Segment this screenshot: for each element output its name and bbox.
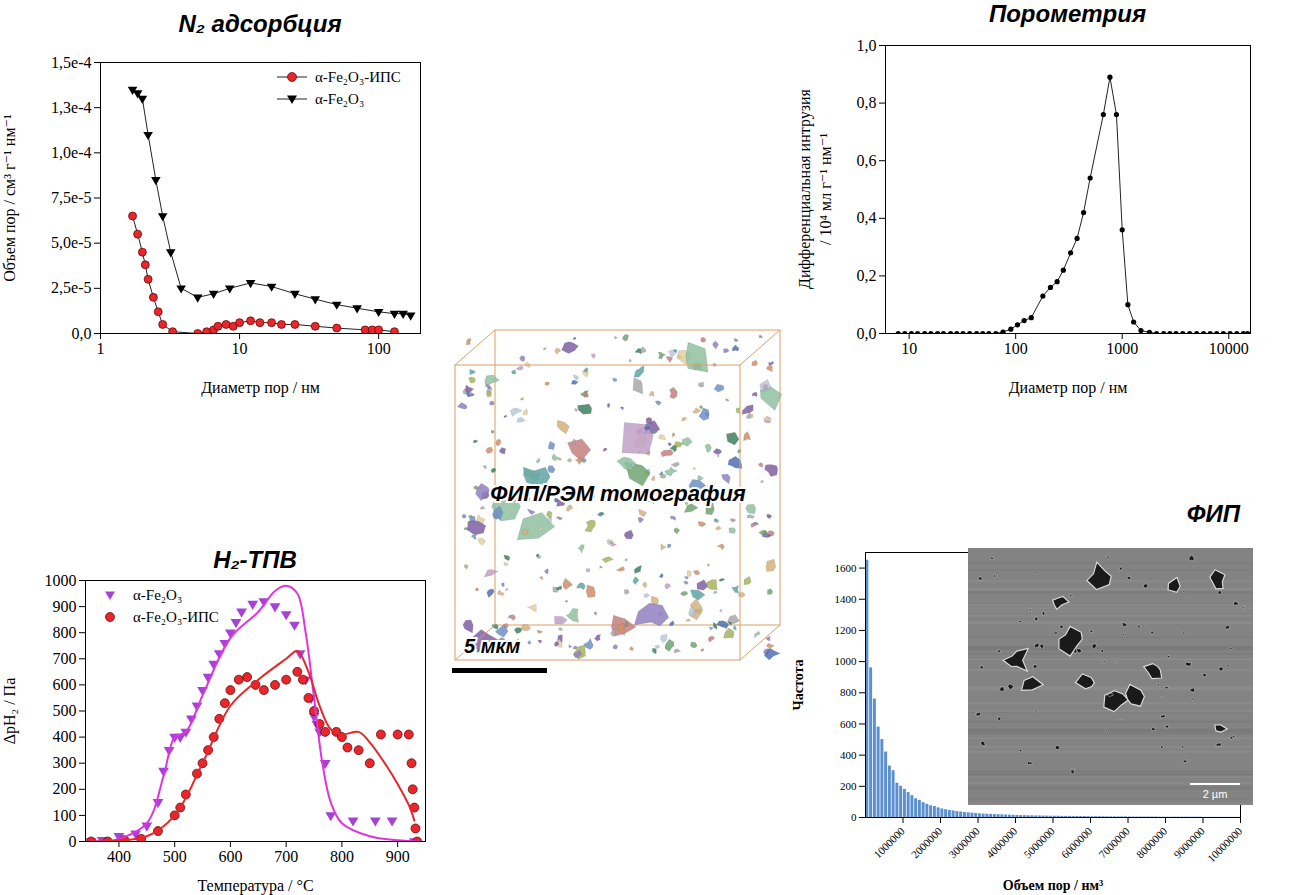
svg-text:0: 0 xyxy=(69,833,77,850)
svg-text:1,0e-4: 1,0e-4 xyxy=(51,144,91,161)
svg-text:Температура / °C: Температура / °C xyxy=(197,877,313,895)
svg-text:1000: 1000 xyxy=(1106,340,1138,357)
svg-text:1,3e-4: 1,3e-4 xyxy=(51,99,91,116)
svg-text:600: 600 xyxy=(53,676,77,693)
svg-text:700: 700 xyxy=(274,848,298,865)
svg-text:400: 400 xyxy=(840,749,857,761)
svg-text:800: 800 xyxy=(840,686,857,698)
svg-text:10000: 10000 xyxy=(1209,340,1249,357)
svg-text:500: 500 xyxy=(163,848,187,865)
svg-text:/ 10⁴ мл г⁻¹ нм⁻¹: / 10⁴ мл г⁻¹ нм⁻¹ xyxy=(817,133,834,245)
svg-text:4000000: 4000000 xyxy=(984,824,1020,860)
svg-text:7000000: 7000000 xyxy=(1096,824,1132,860)
html-text:α-Fe₂O₃: α-Fe₂O₃ xyxy=(133,586,183,603)
svg-text:5,0e-5: 5,0e-5 xyxy=(51,234,91,251)
svg-text:600: 600 xyxy=(218,848,242,865)
svg-text:800: 800 xyxy=(330,848,354,865)
svg-text:ΔpH₂ / Па: ΔpH₂ / Па xyxy=(1,678,19,745)
html-text:α-Fe₂O₃-ИПС: α-Fe₂O₃-ИПС xyxy=(315,68,401,85)
svg-text:1000: 1000 xyxy=(835,655,858,667)
svg-text:1000000: 1000000 xyxy=(871,824,907,860)
svg-text:1600: 1600 xyxy=(835,562,858,574)
svg-text:400: 400 xyxy=(53,728,77,745)
svg-text:1400: 1400 xyxy=(835,593,858,605)
svg-text:9000000: 9000000 xyxy=(1171,824,1207,860)
svg-text:0,0: 0,0 xyxy=(857,325,877,342)
svg-text:6000000: 6000000 xyxy=(1059,824,1095,860)
svg-text:2 µm: 2 µm xyxy=(1203,788,1228,800)
svg-text:100: 100 xyxy=(367,340,391,357)
svg-text:10000000: 10000000 xyxy=(1205,824,1245,864)
svg-text:Объем пор / нм³: Объем пор / нм³ xyxy=(1003,878,1104,893)
svg-text:8000000: 8000000 xyxy=(1134,824,1170,860)
svg-text:1,5e-4: 1,5e-4 xyxy=(51,54,91,71)
svg-text:Диаметр пор / нм: Диаметр пор / нм xyxy=(201,379,320,397)
svg-text:300: 300 xyxy=(53,754,77,771)
svg-text:900: 900 xyxy=(53,598,77,615)
svg-text:600: 600 xyxy=(840,717,857,729)
svg-text:2000000: 2000000 xyxy=(909,824,945,860)
svg-text:10: 10 xyxy=(232,340,248,357)
svg-text:10: 10 xyxy=(901,340,917,357)
svg-text:3000000: 3000000 xyxy=(946,824,982,860)
svg-text:5 мкм: 5 мкм xyxy=(464,635,521,657)
svg-text:0,4: 0,4 xyxy=(857,209,877,226)
svg-text:1000: 1000 xyxy=(45,572,77,589)
svg-text:Дифференциальная интрузия: Дифференциальная интрузия xyxy=(796,88,814,289)
svg-text:700: 700 xyxy=(53,650,77,667)
svg-text:400: 400 xyxy=(107,848,131,865)
svg-text:200: 200 xyxy=(53,780,77,797)
html-text:α-Fe₂O₃-ИПС: α-Fe₂O₃-ИПС xyxy=(133,608,219,625)
svg-text:Объем пор / см³ г⁻¹ нм⁻¹: Объем пор / см³ г⁻¹ нм⁻¹ xyxy=(1,114,19,282)
html-text:ФИП: ФИП xyxy=(1186,500,1240,527)
svg-text:0,0: 0,0 xyxy=(72,325,92,342)
svg-text:900: 900 xyxy=(386,848,410,865)
html-text:Порометрия: Порометрия xyxy=(988,0,1147,27)
html-text:H₂-ТПВ: H₂-ТПВ xyxy=(213,546,297,573)
svg-text:0,2: 0,2 xyxy=(857,267,877,284)
svg-text:7,5e-5: 7,5e-5 xyxy=(51,189,91,206)
svg-text:100: 100 xyxy=(1004,340,1028,357)
html-text:α-Fe₂O₃: α-Fe₂O₃ xyxy=(315,90,365,107)
svg-text:2,5e-5: 2,5e-5 xyxy=(51,279,91,296)
svg-text:200: 200 xyxy=(840,780,857,792)
html-text:N₂ адсорбция: N₂ адсорбция xyxy=(178,10,342,37)
svg-text:ФИП/РЭМ томография: ФИП/РЭМ томография xyxy=(490,481,746,506)
svg-text:800: 800 xyxy=(53,624,77,641)
svg-text:0: 0 xyxy=(851,811,857,823)
svg-text:0,8: 0,8 xyxy=(857,94,877,111)
svg-text:Диаметр пор / нм: Диаметр пор / нм xyxy=(1009,379,1128,397)
svg-text:Частота: Частота xyxy=(791,659,806,710)
svg-text:1,0: 1,0 xyxy=(857,37,877,54)
svg-text:1200: 1200 xyxy=(835,624,858,636)
svg-text:5000000: 5000000 xyxy=(1021,824,1057,860)
svg-text:100: 100 xyxy=(53,807,77,824)
svg-text:0,6: 0,6 xyxy=(857,152,877,169)
svg-text:1: 1 xyxy=(97,340,105,357)
svg-text:500: 500 xyxy=(53,702,77,719)
